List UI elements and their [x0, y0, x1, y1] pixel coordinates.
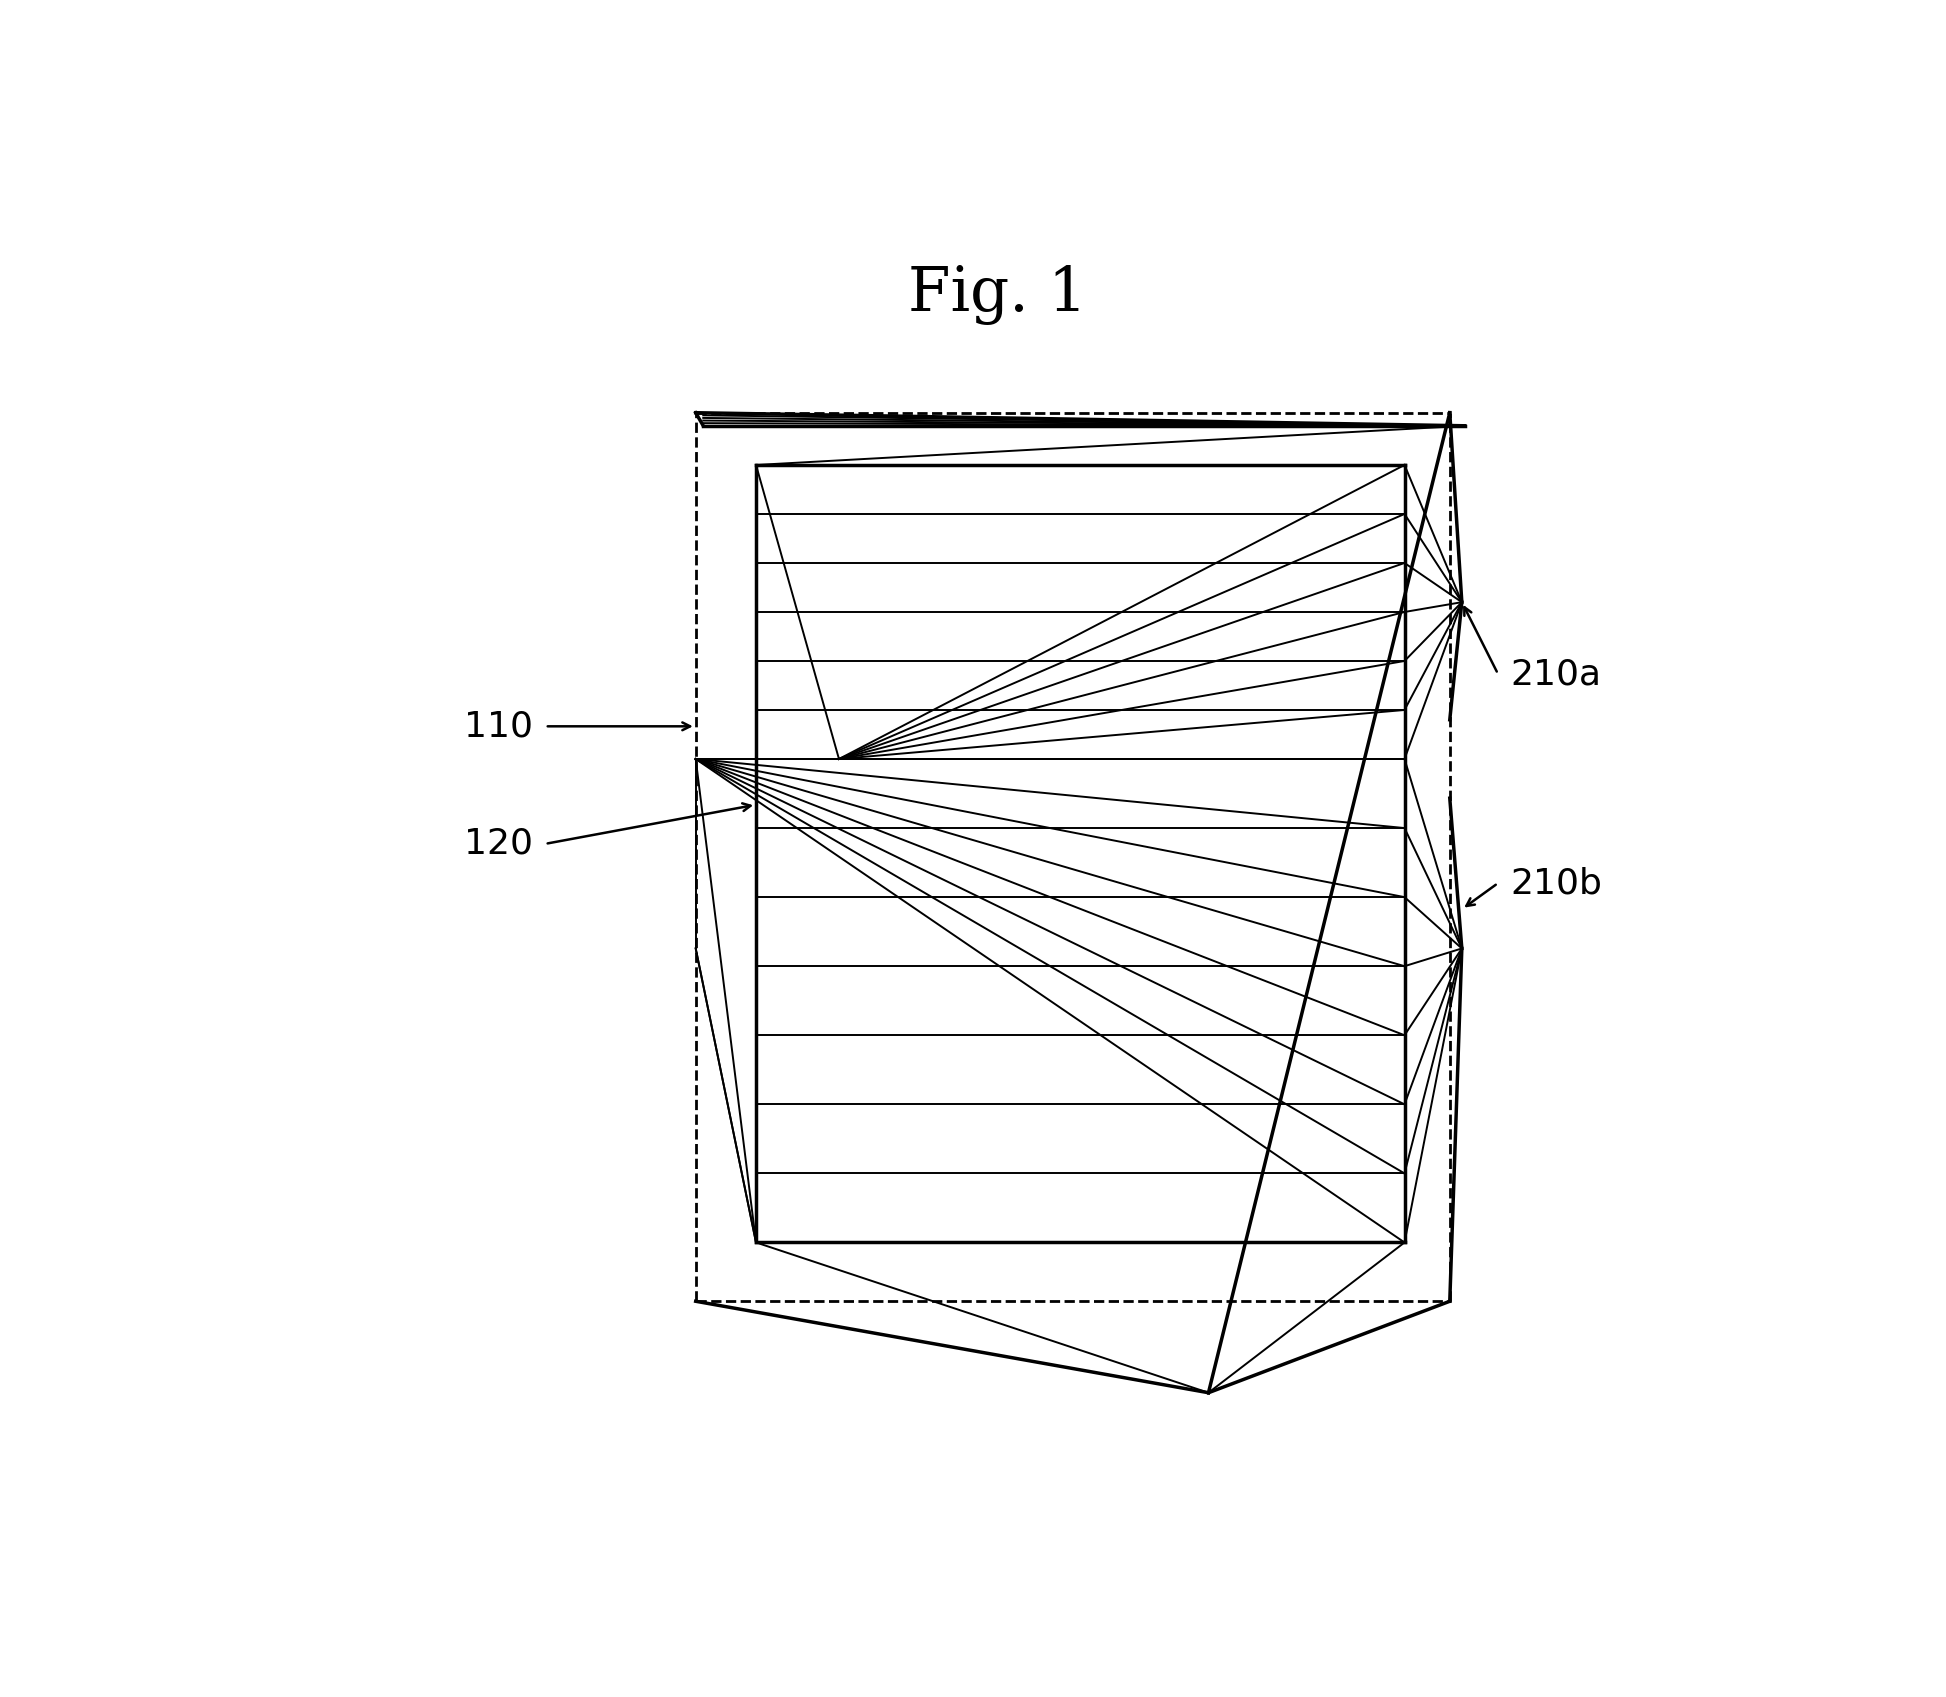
Text: Fig. 1: Fig. 1 — [909, 265, 1086, 326]
Text: 120: 120 — [463, 826, 533, 860]
Text: 210b: 210b — [1510, 865, 1602, 899]
Text: 210a: 210a — [1510, 657, 1602, 691]
Text: 110: 110 — [463, 709, 533, 743]
